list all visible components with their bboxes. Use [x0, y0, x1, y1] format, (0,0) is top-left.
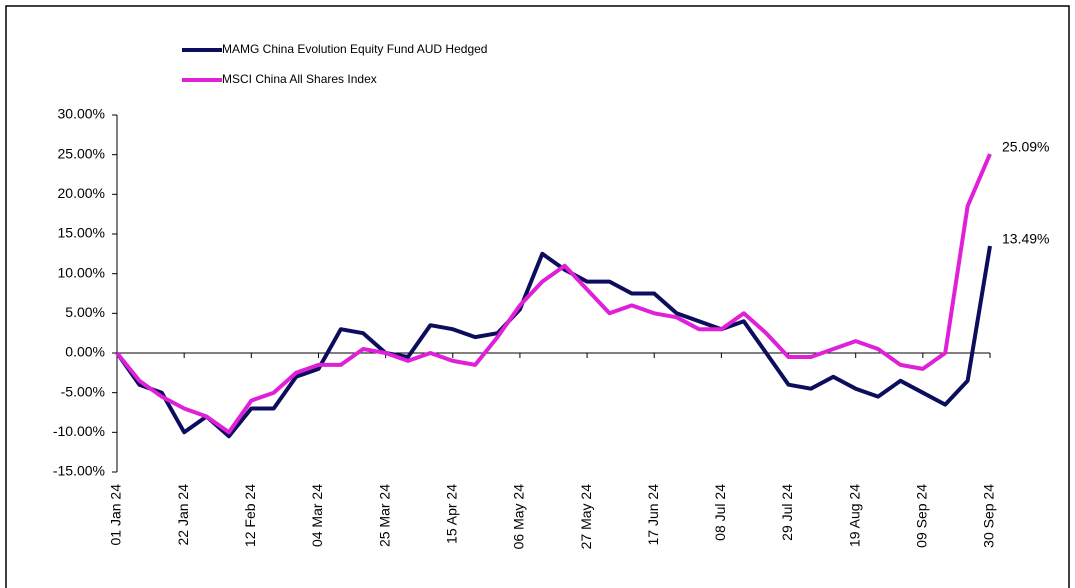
x-tick-label: 04 Mar 24: [309, 484, 325, 547]
x-tick-label: 08 Jul 24: [712, 484, 728, 541]
series-line: [115, 245, 992, 439]
x-tick-label: 15 Apr 24: [443, 484, 459, 544]
x-tick-label: 29 Jul 24: [779, 484, 795, 541]
y-tick-label: -15.00%: [53, 463, 105, 479]
frame: [5, 5, 1070, 588]
x-tick-label: 30 Sep 24: [981, 484, 997, 548]
x-tick-label: 19 Aug 24: [846, 484, 862, 547]
legend-label: MAMG China Evolution Equity Fund AUD Hed…: [222, 42, 487, 56]
x-tick-label: 06 May 24: [511, 484, 527, 550]
y-tick-label: 20.00%: [58, 185, 105, 201]
x-tick-label: 12 Feb 24: [242, 484, 258, 547]
x-tick-label: 01 Jan 24: [108, 484, 124, 546]
y-tick-label: 10.00%: [58, 264, 105, 280]
series-line: [115, 153, 992, 435]
value-label: 25.09%: [1002, 139, 1049, 155]
y-tick-label: 5.00%: [65, 304, 105, 320]
legend-label: MSCI China All Shares Index: [222, 72, 377, 86]
x-tick-label: 25 Mar 24: [376, 484, 392, 547]
x-tick-label: 22 Jan 24: [175, 484, 191, 546]
y-tick-label: 30.00%: [58, 106, 105, 122]
y-tick-label: 25.00%: [58, 145, 105, 161]
x-tick-label: 17 Jun 24: [645, 484, 661, 546]
x-tick-label: 09 Sep 24: [914, 484, 930, 548]
y-tick-label: 0.00%: [65, 344, 105, 360]
y-tick-label: 15.00%: [58, 225, 105, 241]
y-tick-label: -5.00%: [61, 383, 105, 399]
y-tick-label: -10.00%: [53, 423, 105, 439]
x-tick-label: 27 May 24: [578, 484, 594, 550]
value-label: 13.49%: [1002, 231, 1049, 247]
